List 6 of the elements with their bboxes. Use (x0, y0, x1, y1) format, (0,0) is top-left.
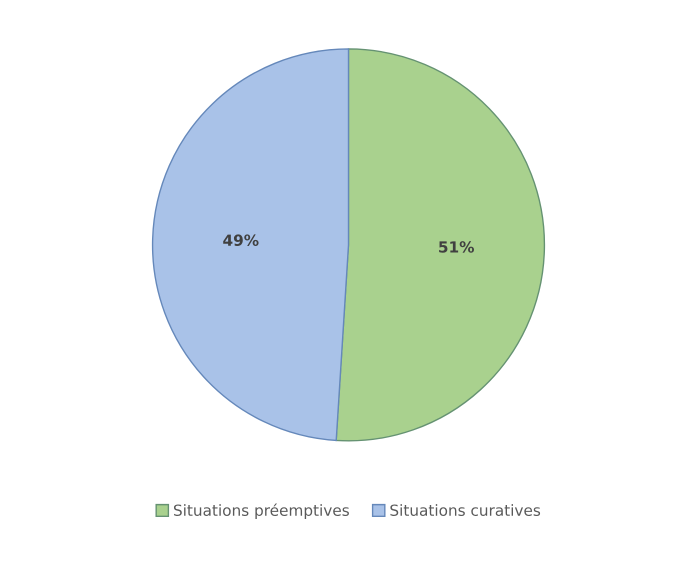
data-label: 49% (223, 234, 259, 246)
legend-label: Situations préemptives (174, 504, 349, 519)
data-label: 51% (439, 241, 474, 253)
pie-slice (336, 48, 546, 442)
pie-slice (152, 48, 350, 442)
legend-label: Situations curatives (390, 504, 540, 516)
